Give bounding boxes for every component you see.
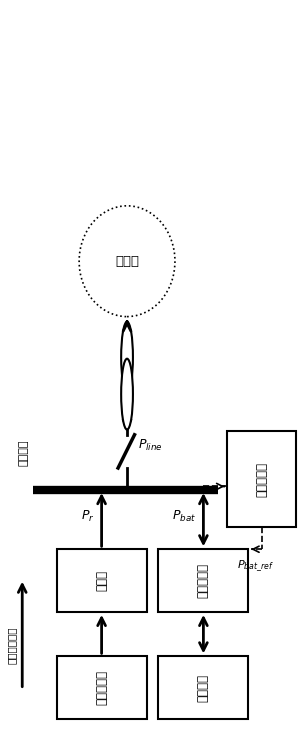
Ellipse shape bbox=[121, 359, 133, 429]
Text: 交流母线: 交流母线 bbox=[19, 440, 29, 466]
Bar bbox=[227, 431, 296, 527]
Text: $P_{bat}$: $P_{bat}$ bbox=[172, 508, 196, 524]
Bar bbox=[159, 656, 248, 719]
Text: 储能控制器: 储能控制器 bbox=[255, 461, 268, 496]
Bar bbox=[57, 656, 146, 719]
Text: 能量流动方向: 能量流动方向 bbox=[7, 626, 17, 664]
Text: 配电网: 配电网 bbox=[115, 254, 139, 268]
Bar bbox=[57, 549, 146, 612]
Text: 蓄电池组: 蓄电池组 bbox=[197, 673, 210, 702]
Text: $P_{bat\_ref}$: $P_{bat\_ref}$ bbox=[236, 558, 274, 574]
Text: $P_r$: $P_r$ bbox=[81, 508, 94, 524]
Text: 储能逆变器: 储能逆变器 bbox=[197, 563, 210, 598]
Text: 可再生能源: 可再生能源 bbox=[95, 670, 108, 705]
Text: 变换器: 变换器 bbox=[95, 570, 108, 591]
Text: $P_{line}$: $P_{line}$ bbox=[138, 438, 163, 453]
Bar bbox=[159, 549, 248, 612]
